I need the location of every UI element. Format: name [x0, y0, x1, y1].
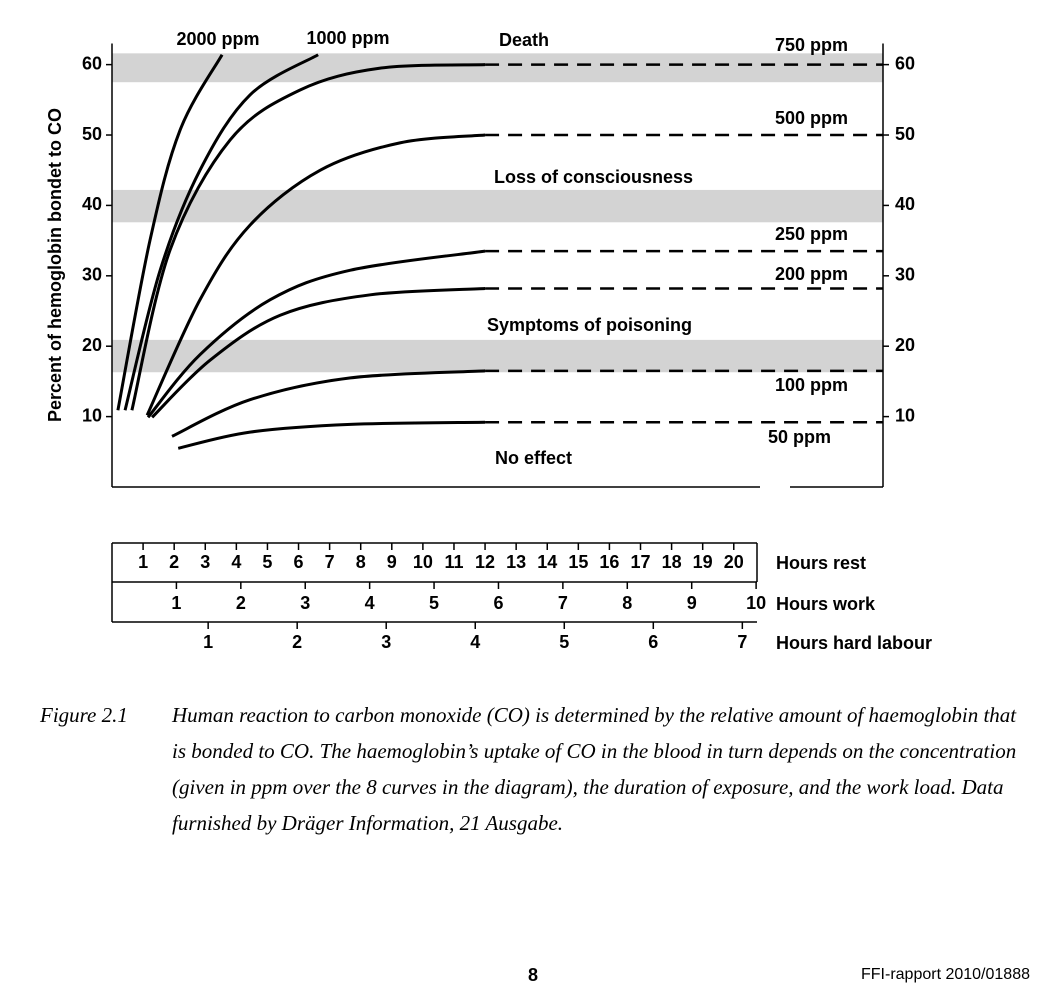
zone-label: No effect: [495, 448, 572, 468]
x-tick-label: 10: [413, 552, 433, 572]
series-label: 50 ppm: [768, 427, 831, 447]
x-tick-label: 4: [470, 632, 480, 652]
y-tick-label: 20: [895, 335, 915, 355]
x-tick-label: 9: [387, 552, 397, 572]
zone-label: Death: [499, 30, 549, 50]
caption-text: Human reaction to carbon monoxide (CO) i…: [172, 703, 1017, 835]
x-axis-label: Hours rest: [776, 553, 866, 573]
zone-band: [112, 189, 883, 223]
series-label: 200 ppm: [775, 264, 848, 284]
curve: [130, 63, 486, 411]
x-tick-label: 4: [365, 593, 375, 613]
y-tick-label: 30: [895, 265, 915, 285]
x-tick-label: 2: [292, 632, 302, 652]
curve: [123, 53, 319, 411]
x-tick-label: 7: [737, 632, 747, 652]
x-tick-label: 1: [171, 593, 181, 613]
y-tick-label: 50: [82, 124, 102, 144]
x-tick-label: 9: [687, 593, 697, 613]
x-tick-label: 12: [475, 552, 495, 572]
x-tick-label: 18: [662, 552, 682, 572]
chart: Percent of hemoglobin bondet to CO Death…: [45, 28, 932, 653]
x-tick-label: 17: [630, 552, 650, 572]
x-tick-label: 5: [262, 552, 272, 572]
zone-band: [112, 53, 883, 83]
x-tick-label: 7: [558, 593, 568, 613]
curve: [151, 286, 486, 419]
x-tick-label: 8: [622, 593, 632, 613]
x-tick-label: 1: [138, 552, 148, 572]
x-tick-label: 19: [693, 552, 713, 572]
x-tick-label: 8: [356, 552, 366, 572]
x-tick-label: 10: [746, 593, 766, 613]
x-tick-label: 13: [506, 552, 526, 572]
x-tick-label: 20: [724, 552, 744, 572]
y-tick-label: 40: [82, 194, 102, 214]
curve: [145, 133, 486, 416]
x-tick-label: 11: [444, 552, 463, 572]
series-label: 500 ppm: [775, 108, 848, 128]
y-tick-label: 30: [82, 265, 102, 285]
series-label: 1000 ppm: [306, 28, 389, 48]
x-axis-label: Hours work: [776, 594, 876, 614]
x-tick-label: 2: [169, 552, 179, 572]
x-tick-label: 1: [203, 632, 213, 652]
series-label: 2000 ppm: [176, 29, 259, 49]
x-tick-label: 5: [429, 593, 439, 613]
zone-band: [112, 339, 883, 373]
y-tick-label: 60: [895, 53, 915, 73]
y-tick-label: 20: [82, 335, 102, 355]
curve: [146, 249, 486, 419]
x-tick-label: 14: [537, 552, 557, 572]
curve: [116, 54, 224, 411]
page-number: 8: [528, 965, 539, 985]
report-id: FFI-rapport 2010/01888: [861, 966, 1030, 983]
curve: [171, 369, 486, 438]
series-label: 250 ppm: [775, 224, 848, 244]
x-tick-label: 3: [300, 593, 310, 613]
zone-label: Loss of consciousness: [494, 167, 693, 187]
series-label: 750 ppm: [775, 35, 848, 55]
x-axis-label: Hours hard labour: [776, 633, 932, 653]
series-label: 100 ppm: [775, 375, 848, 395]
zone-label: Symptoms of poisoning: [487, 315, 692, 335]
caption-number: Figure 2.1: [40, 703, 128, 727]
y-tick-label: 40: [895, 194, 915, 214]
x-tick-label: 7: [325, 552, 335, 572]
x-tick-label: 3: [381, 632, 391, 652]
x-tick-label: 5: [559, 632, 569, 652]
curve: [177, 420, 486, 450]
x-tick-label: 6: [493, 593, 503, 613]
x-tick-label: 16: [599, 552, 619, 572]
y-tick-label: 10: [895, 405, 915, 425]
x-tick-label: 6: [648, 632, 658, 652]
x-tick-label: 6: [294, 552, 304, 572]
x-tick-label: 4: [231, 552, 241, 572]
y-tick-label: 60: [82, 53, 102, 73]
x-tick-label: 15: [568, 552, 588, 572]
y-tick-label: 10: [82, 405, 102, 425]
x-tick-label: 3: [200, 552, 210, 572]
y-axis-label: Percent of hemoglobin bondet to CO: [45, 108, 65, 422]
x-tick-label: 2: [236, 593, 246, 613]
y-tick-label: 50: [895, 124, 915, 144]
